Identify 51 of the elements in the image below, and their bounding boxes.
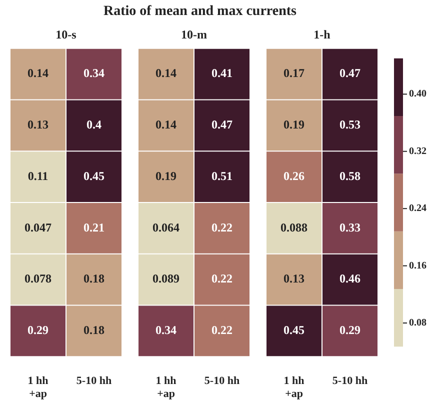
data-label: 0.47	[212, 118, 232, 132]
color-bar-label: 0.08	[409, 318, 426, 329]
chart-title: 1-h	[314, 27, 331, 42]
chart-title: 10-m	[181, 27, 207, 42]
data-label: 0.53	[340, 118, 360, 132]
data-label: 0.047	[24, 220, 52, 234]
data-label: 0.13	[284, 272, 304, 286]
data-label: 0.58	[340, 168, 360, 183]
data-label: 0.088	[280, 220, 308, 234]
color-bar-label: 0.32	[409, 146, 426, 157]
data-label: 0.45	[284, 323, 304, 338]
color-bar-label: 0.16	[409, 260, 426, 272]
chart-title: 10-s	[56, 27, 77, 42]
x-tick-label: 5-10 hh	[204, 375, 240, 388]
data-label: 0.22	[212, 272, 232, 286]
text: Ratio of mean and max currents	[102, 4, 298, 20]
data-label: 0.19	[156, 168, 176, 183]
data-label: 0.4	[86, 118, 102, 132]
data-label: 0.34	[156, 323, 176, 338]
data-label: 0.22	[212, 323, 232, 338]
data-label: 0.51	[212, 168, 232, 183]
color-bar-label: 0.40	[409, 88, 426, 100]
x-tick-label: 1 hh +ap	[284, 375, 304, 400]
data-label: 0.33	[340, 220, 360, 234]
data-label: 0.46	[340, 272, 360, 286]
data-label: 0.47	[340, 66, 360, 80]
x-tick-label: 1 hh +ap	[156, 375, 176, 400]
data-label: 0.29	[28, 323, 48, 338]
data-label: 0.45	[84, 168, 104, 183]
data-label: 0.064	[152, 220, 180, 234]
x-tick-label: 1 hh +ap	[28, 375, 48, 400]
data-label: 0.29	[340, 323, 360, 338]
data-label: 0.13	[28, 118, 48, 132]
data-label: 0.14	[156, 66, 176, 80]
data-label: 0.17	[284, 66, 304, 80]
data-label: 0.26	[284, 168, 304, 183]
data-label: 0.41	[212, 66, 232, 80]
data-label: 0.14	[28, 66, 48, 80]
data-label: 0.11	[28, 168, 48, 183]
data-label: 0.22	[212, 220, 232, 234]
data-label: 0.18	[84, 272, 104, 286]
data-label: 0.18	[84, 323, 104, 338]
color-bar-label: 0.24	[409, 203, 426, 214]
x-tick-label: 5-10 hh	[76, 375, 112, 388]
data-label: 0.21	[84, 220, 104, 234]
data-label: 0.34	[84, 66, 104, 80]
data-label: 0.14	[156, 118, 176, 132]
x-tick-label: 5-10 hh	[332, 375, 368, 388]
data-label: 0.089	[152, 272, 180, 286]
data-label: 0.19	[284, 118, 304, 132]
data-label: 0.078	[24, 272, 52, 286]
